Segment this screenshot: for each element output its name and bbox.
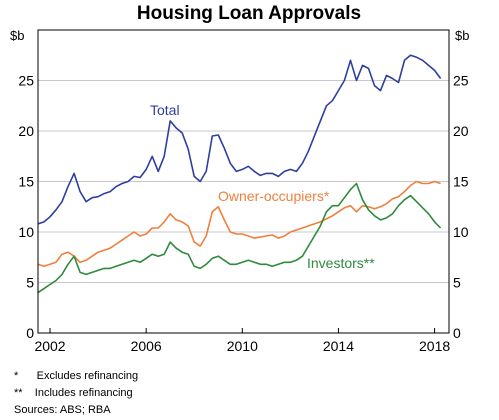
series-lines bbox=[37, 54, 442, 294]
y-tick-left-0: 0 bbox=[26, 325, 34, 341]
y-tick-left-15: 15 bbox=[18, 174, 34, 190]
y-tick-left-20: 20 bbox=[18, 123, 34, 139]
x-tick-2002: 2002 bbox=[34, 338, 65, 354]
x-tick-2006: 2006 bbox=[131, 338, 162, 354]
y-tick-right-10: 10 bbox=[453, 224, 469, 240]
label-investors: Investors** bbox=[307, 255, 375, 271]
y-tick-right-15: 15 bbox=[453, 174, 469, 190]
series-line-total bbox=[37, 54, 442, 225]
y-tick-right-0: 0 bbox=[453, 325, 461, 341]
y-unit-left: $b bbox=[10, 28, 24, 43]
y-tick-right-5: 5 bbox=[453, 275, 461, 291]
plot-frame bbox=[37, 29, 450, 334]
series-line-investors bbox=[37, 182, 442, 294]
x-tick-2014: 2014 bbox=[323, 338, 354, 354]
footnote-excludes-refinancing: * Excludes refinancing bbox=[14, 370, 138, 382]
label-total: Total bbox=[150, 102, 180, 118]
y-tick-left-25: 25 bbox=[18, 73, 34, 89]
x-tick-2010: 2010 bbox=[227, 338, 258, 354]
x-tick-2018: 2018 bbox=[419, 338, 450, 354]
y-tick-right-25: 25 bbox=[453, 73, 469, 89]
footnote-includes-refinancing: ** Includes refinancing bbox=[14, 387, 133, 399]
gridlines bbox=[38, 80, 449, 283]
chart-title: Housing Loan Approvals bbox=[137, 3, 361, 24]
y-unit-right: $b bbox=[455, 28, 469, 43]
tick-labels: 0 0 5 5 10 10 15 15 20 20 25 25 2002 2006 2010 2014 2018 bbox=[18, 73, 468, 355]
sources-note: Sources: ABS; RBA bbox=[14, 404, 111, 416]
y-tick-right-20: 20 bbox=[453, 123, 469, 139]
series-line-owner-occupiers bbox=[37, 180, 441, 268]
label-owner-occupiers: Owner-occupiers* bbox=[218, 188, 330, 204]
y-tick-left-5: 5 bbox=[26, 275, 34, 291]
y-tick-left-10: 10 bbox=[18, 224, 34, 240]
